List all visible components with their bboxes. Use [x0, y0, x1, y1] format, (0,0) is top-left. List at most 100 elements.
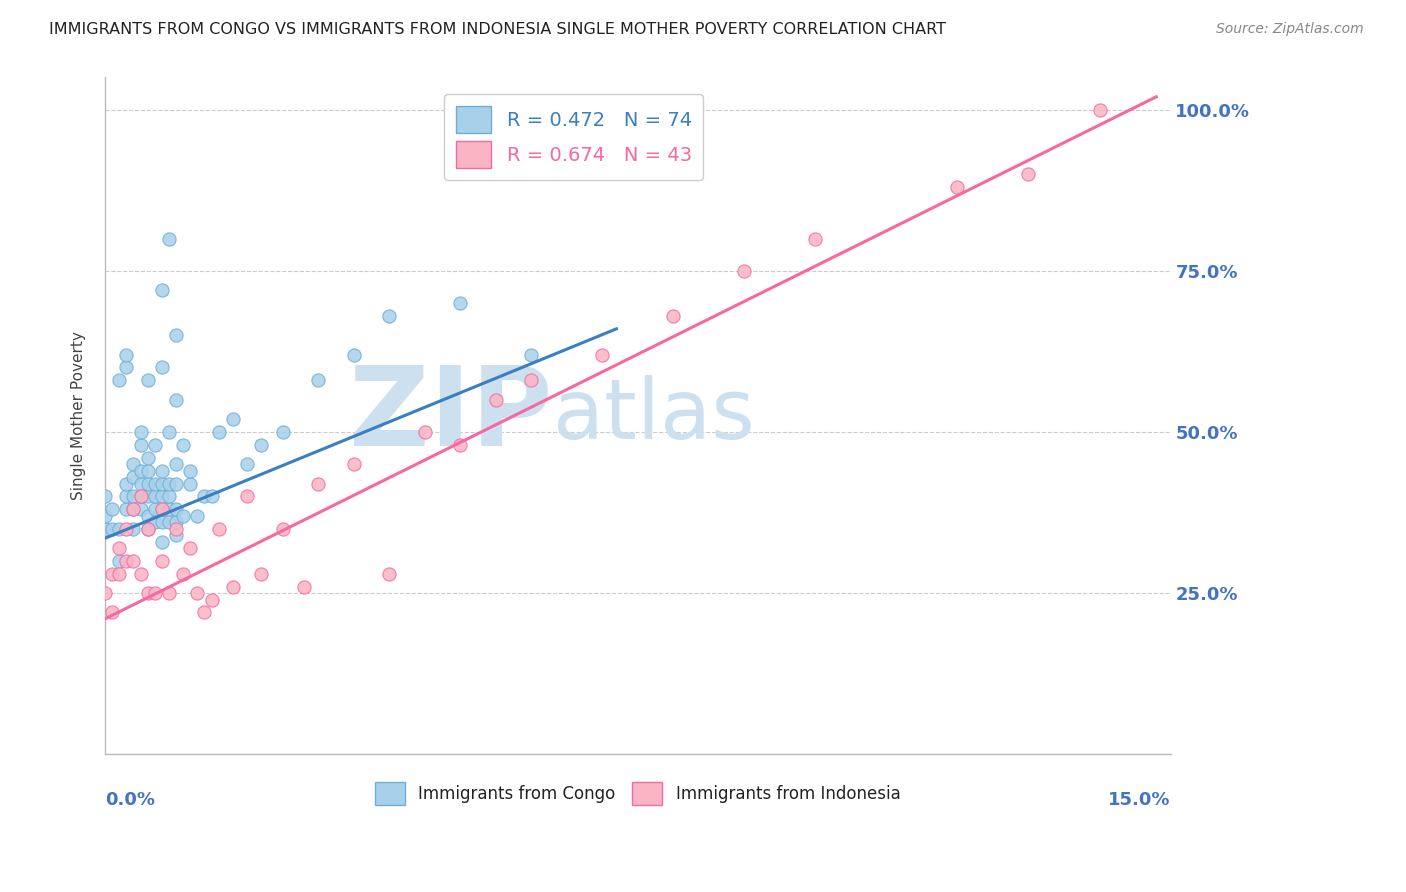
Point: [378, 309, 401, 323]
Point: [157, 231, 180, 245]
Point: [101, 522, 124, 536]
Point: [165, 476, 187, 491]
Point: [150, 360, 173, 375]
Point: [115, 476, 138, 491]
Point: [157, 489, 180, 503]
Text: atlas: atlas: [553, 376, 754, 457]
Point: [150, 515, 173, 529]
Point: [108, 541, 131, 555]
Point: [108, 554, 131, 568]
Point: [101, 566, 124, 581]
Point: [108, 522, 131, 536]
Point: [165, 515, 187, 529]
Point: [186, 508, 208, 523]
Legend: Immigrants from Congo, Immigrants from Indonesia: Immigrants from Congo, Immigrants from I…: [367, 773, 908, 814]
Point: [193, 489, 215, 503]
Point: [108, 566, 131, 581]
Point: [179, 476, 201, 491]
Point: [143, 438, 166, 452]
Point: [150, 502, 173, 516]
Point: [157, 502, 180, 516]
Point: [662, 309, 685, 323]
Point: [165, 522, 187, 536]
Point: [236, 457, 259, 471]
Text: 0.0%: 0.0%: [105, 791, 155, 809]
Point: [143, 489, 166, 503]
Point: [108, 373, 131, 387]
Point: [115, 554, 138, 568]
Point: [122, 554, 145, 568]
Point: [122, 457, 145, 471]
Point: [129, 476, 152, 491]
Point: [449, 438, 471, 452]
Point: [150, 464, 173, 478]
Point: [591, 348, 613, 362]
Point: [143, 586, 166, 600]
Point: [129, 502, 152, 516]
Point: [292, 580, 315, 594]
Point: [150, 489, 173, 503]
Point: [136, 464, 159, 478]
Point: [165, 457, 187, 471]
Text: Source: ZipAtlas.com: Source: ZipAtlas.com: [1216, 22, 1364, 37]
Point: [186, 586, 208, 600]
Point: [485, 392, 508, 407]
Point: [94, 508, 117, 523]
Point: [136, 476, 159, 491]
Point: [271, 425, 294, 439]
Point: [520, 373, 543, 387]
Point: [122, 489, 145, 503]
Point: [946, 180, 969, 194]
Point: [157, 425, 180, 439]
Point: [150, 554, 173, 568]
Text: 15.0%: 15.0%: [1108, 791, 1171, 809]
Point: [1088, 103, 1111, 117]
Point: [165, 328, 187, 343]
Point: [122, 522, 145, 536]
Point: [804, 231, 827, 245]
Point: [136, 522, 159, 536]
Point: [136, 450, 159, 465]
Point: [343, 348, 366, 362]
Text: IMMIGRANTS FROM CONGO VS IMMIGRANTS FROM INDONESIA SINGLE MOTHER POVERTY CORRELA: IMMIGRANTS FROM CONGO VS IMMIGRANTS FROM…: [49, 22, 946, 37]
Point: [172, 438, 194, 452]
Point: [165, 502, 187, 516]
Point: [200, 592, 222, 607]
Point: [115, 489, 138, 503]
Point: [236, 489, 259, 503]
Point: [150, 534, 173, 549]
Point: [165, 528, 187, 542]
Point: [222, 412, 245, 426]
Point: [136, 489, 159, 503]
Point: [222, 580, 245, 594]
Point: [150, 502, 173, 516]
Point: [157, 476, 180, 491]
Point: [122, 502, 145, 516]
Point: [115, 348, 138, 362]
Text: ZIP: ZIP: [349, 362, 553, 469]
Point: [733, 264, 755, 278]
Point: [150, 476, 173, 491]
Point: [250, 566, 273, 581]
Point: [143, 515, 166, 529]
Point: [165, 392, 187, 407]
Point: [129, 489, 152, 503]
Point: [143, 476, 166, 491]
Point: [157, 515, 180, 529]
Point: [520, 348, 543, 362]
Point: [208, 522, 231, 536]
Point: [115, 522, 138, 536]
Point: [94, 489, 117, 503]
Point: [150, 283, 173, 297]
Point: [129, 464, 152, 478]
Point: [136, 522, 159, 536]
Point: [136, 586, 159, 600]
Point: [94, 522, 117, 536]
Point: [343, 457, 366, 471]
Point: [101, 606, 124, 620]
Point: [172, 508, 194, 523]
Point: [449, 296, 471, 310]
Point: [271, 522, 294, 536]
Point: [129, 438, 152, 452]
Point: [172, 566, 194, 581]
